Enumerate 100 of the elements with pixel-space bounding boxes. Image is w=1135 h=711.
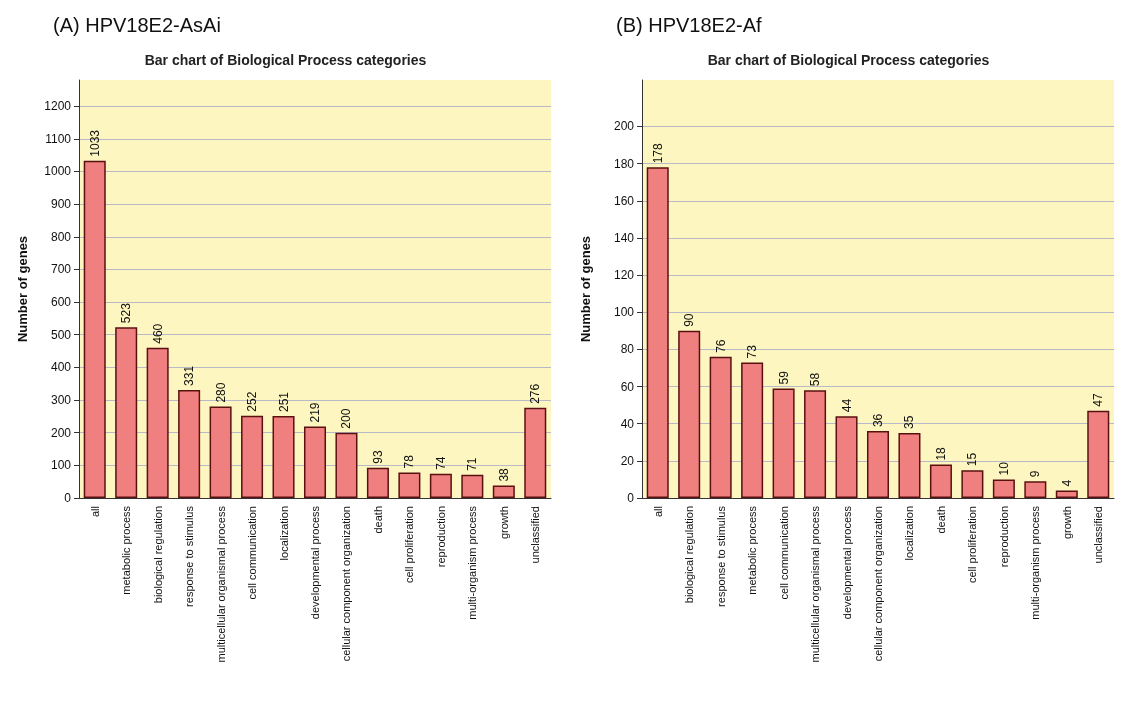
x-tick-label: developmental process — [309, 505, 321, 620]
bar — [146, 347, 169, 498]
x-tick-label: multicellular organismal process — [809, 505, 822, 663]
y-tick-label: 800 — [50, 229, 72, 244]
y-tick-label: 180 — [613, 156, 635, 171]
x-tick-label: multi-organism process — [1029, 505, 1042, 620]
bar — [272, 416, 295, 498]
data-label: 4 — [1059, 479, 1074, 487]
y-tick-label: 200 — [613, 119, 635, 134]
x-tick-label: growth — [1060, 506, 1073, 540]
x-tick-label: metabolic process — [120, 505, 133, 595]
data-label: 58 — [808, 372, 823, 387]
bar — [366, 467, 389, 498]
bar — [429, 473, 452, 498]
x-tick-label: response to stimulus — [714, 505, 727, 607]
x-tick-label: death — [371, 506, 384, 534]
x-tick-label: unclassified — [1092, 506, 1105, 564]
data-label: 36 — [871, 413, 885, 428]
data-label: 74 — [433, 456, 448, 470]
data-label: 78 — [402, 454, 417, 469]
chart-subtitle: Bar chart of Biological Process categories — [707, 52, 990, 68]
data-label: 200 — [339, 408, 354, 429]
bar — [398, 472, 421, 498]
x-tick-label: unclassified — [529, 506, 542, 564]
y-tick-label: 1200 — [44, 99, 72, 114]
bar — [83, 160, 106, 498]
data-label: 460 — [150, 323, 165, 344]
chart-title: (B) HPV18E2-Af — [616, 14, 763, 36]
bar — [835, 416, 858, 498]
data-label: 276 — [528, 383, 543, 404]
bar — [492, 485, 515, 498]
bar — [804, 390, 827, 498]
data-label: 76 — [713, 339, 728, 353]
x-tick-label: developmental process — [840, 505, 853, 620]
data-label: 73 — [745, 344, 760, 359]
data-label: 71 — [465, 457, 480, 471]
data-label: 59 — [776, 370, 791, 385]
chart-title: (A) HPV18E2-AsAi — [53, 14, 221, 36]
x-tick-label: localization — [903, 506, 916, 561]
data-label: 35 — [902, 415, 917, 429]
bar — [866, 431, 890, 498]
data-label: 9 — [1028, 470, 1043, 478]
data-label: 280 — [213, 382, 228, 403]
bar — [961, 470, 984, 498]
data-label: 331 — [182, 365, 197, 386]
x-tick-label: cellular component organization — [340, 506, 353, 662]
y-tick-label: 500 — [50, 327, 72, 342]
bar — [678, 330, 701, 498]
x-tick-label: biological regulation — [683, 506, 696, 604]
y-tick-label: 0 — [64, 491, 72, 505]
data-label: 10 — [996, 461, 1011, 476]
bar — [241, 415, 264, 498]
x-tick-label: cell communication — [777, 506, 790, 600]
data-label: 90 — [682, 313, 697, 327]
x-tick-label: death — [934, 506, 947, 534]
bar — [1024, 481, 1047, 498]
bar — [741, 362, 764, 498]
data-label: 93 — [370, 449, 385, 464]
y-tick-label: 80 — [620, 342, 635, 357]
y-tick-label: 600 — [50, 295, 72, 310]
bar — [929, 464, 952, 498]
y-tick-label: 120 — [613, 268, 635, 283]
data-label: 44 — [839, 398, 854, 413]
y-tick-label: 60 — [620, 379, 635, 394]
y-tick-label: 700 — [50, 262, 72, 277]
bar — [709, 356, 732, 498]
data-label: 1033 — [87, 129, 102, 157]
data-label: 15 — [965, 452, 980, 467]
x-tick-label: reproduction — [434, 506, 447, 568]
bar — [209, 406, 232, 498]
x-tick-label: multicellular organismal process — [214, 505, 227, 663]
bar — [178, 389, 201, 498]
bar — [646, 167, 669, 498]
data-label: 38 — [496, 467, 511, 482]
y-tick-label: 300 — [50, 393, 72, 408]
x-tick-label: cell proliferation — [403, 506, 416, 584]
bar — [461, 474, 484, 498]
data-label: 219 — [308, 402, 322, 423]
x-tick-label: all — [88, 506, 101, 518]
x-tick-label: response to stimulus — [183, 505, 196, 607]
y-axis-title: Number of genes — [15, 235, 30, 343]
x-tick-label: reproduction — [997, 506, 1010, 568]
y-tick-label: 100 — [613, 305, 635, 320]
y-tick-label: 160 — [613, 193, 635, 208]
y-tick-label: 200 — [50, 425, 72, 440]
bar — [115, 327, 138, 498]
bar — [335, 432, 358, 498]
x-tick-label: localization — [277, 506, 290, 561]
x-tick-label: growth — [497, 506, 510, 540]
x-tick-label: cell communication — [246, 506, 259, 600]
y-tick-label: 40 — [620, 416, 635, 431]
data-label: 523 — [119, 302, 134, 324]
y-tick-label: 900 — [50, 197, 72, 212]
y-tick-label: 1100 — [45, 131, 72, 146]
bar — [898, 432, 921, 498]
data-label: 251 — [276, 391, 291, 413]
y-axis-title: Number of genes — [578, 235, 593, 343]
bar — [303, 426, 327, 498]
bar — [1087, 410, 1110, 498]
data-label: 178 — [650, 142, 665, 164]
